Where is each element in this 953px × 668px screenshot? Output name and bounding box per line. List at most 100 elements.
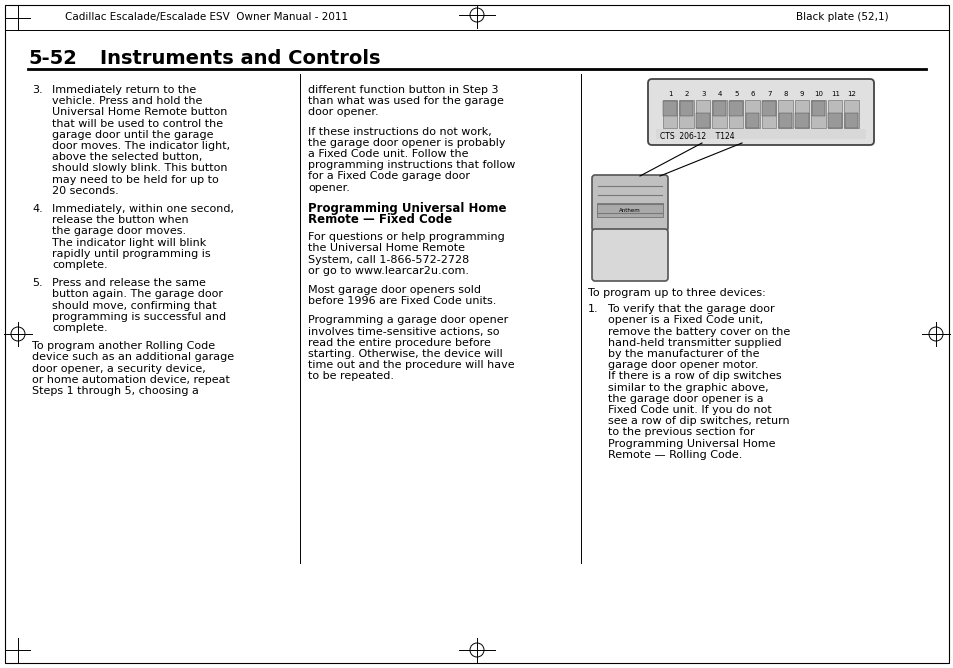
Text: or home automation device, repeat: or home automation device, repeat — [32, 375, 230, 385]
Text: 6: 6 — [750, 91, 754, 97]
Text: Black plate (52,1): Black plate (52,1) — [796, 12, 888, 22]
Text: remove the battery cover on the: remove the battery cover on the — [607, 327, 789, 337]
Text: Fixed Code unit. If you do not: Fixed Code unit. If you do not — [607, 405, 771, 415]
Text: If there is a row of dip switches: If there is a row of dip switches — [607, 371, 781, 381]
Text: see a row of dip switches, return: see a row of dip switches, return — [607, 416, 789, 426]
Bar — [795, 114, 808, 128]
Bar — [779, 114, 792, 128]
FancyBboxPatch shape — [647, 79, 873, 145]
Text: a Fixed Code unit. Follow the: a Fixed Code unit. Follow the — [308, 149, 468, 159]
Bar — [827, 100, 841, 128]
Text: 4: 4 — [717, 91, 721, 97]
Text: read the entire procedure before: read the entire procedure before — [308, 338, 491, 348]
Text: Anthem: Anthem — [618, 208, 640, 212]
Text: Instruments and Controls: Instruments and Controls — [100, 49, 380, 67]
Text: Programming Universal Home: Programming Universal Home — [308, 202, 506, 215]
Bar — [712, 101, 726, 116]
Text: 5.: 5. — [32, 278, 43, 288]
Bar — [712, 100, 726, 128]
Text: may need to be held for up to: may need to be held for up to — [52, 174, 218, 184]
Text: hand-held transmitter supplied: hand-held transmitter supplied — [607, 338, 781, 348]
Text: button again. The garage door: button again. The garage door — [52, 289, 223, 299]
Text: starting. Otherwise, the device will: starting. Otherwise, the device will — [308, 349, 502, 359]
Text: programming instructions that follow: programming instructions that follow — [308, 160, 515, 170]
Text: To program another Rolling Code: To program another Rolling Code — [32, 341, 214, 351]
Text: 1.: 1. — [587, 304, 598, 314]
Bar — [794, 100, 809, 128]
Text: For questions or help programming: For questions or help programming — [308, 232, 504, 242]
Text: above the selected button,: above the selected button, — [52, 152, 202, 162]
Text: 11: 11 — [830, 91, 839, 97]
Text: Immediately return to the: Immediately return to the — [52, 85, 196, 95]
Text: 3: 3 — [700, 91, 705, 97]
Text: time out and the procedure will have: time out and the procedure will have — [308, 360, 514, 370]
Bar — [844, 114, 858, 128]
Bar — [761, 101, 775, 116]
Text: 20 seconds.: 20 seconds. — [52, 186, 118, 196]
Bar — [811, 101, 824, 116]
Bar — [744, 100, 760, 128]
Bar — [679, 100, 693, 128]
Text: The indicator light will blink: The indicator light will blink — [52, 238, 206, 248]
Bar — [811, 100, 825, 128]
Text: should slowly blink. This button: should slowly blink. This button — [52, 164, 227, 174]
Text: the garage door moves.: the garage door moves. — [52, 226, 186, 236]
FancyBboxPatch shape — [592, 175, 667, 231]
Text: the garage door opener is probably: the garage door opener is probably — [308, 138, 505, 148]
Text: opener is a Fixed Code unit,: opener is a Fixed Code unit, — [607, 315, 762, 325]
Text: complete.: complete. — [52, 260, 108, 270]
Text: than what was used for the garage: than what was used for the garage — [308, 96, 503, 106]
Text: door opener, a security device,: door opener, a security device, — [32, 363, 206, 373]
Bar — [729, 101, 742, 116]
Text: door moves. The indicator light,: door moves. The indicator light, — [52, 141, 230, 151]
Bar — [778, 100, 792, 128]
Text: Cadillac Escalade/Escalade ESV  Owner Manual - 2011: Cadillac Escalade/Escalade ESV Owner Man… — [65, 12, 348, 22]
Text: CTS  206-12    T124: CTS 206-12 T124 — [659, 132, 734, 141]
Text: garage door opener motor.: garage door opener motor. — [607, 360, 758, 370]
Text: or go to www.learcar2u.com.: or go to www.learcar2u.com. — [308, 266, 469, 276]
Text: System, call 1-866-572-2728: System, call 1-866-572-2728 — [308, 255, 469, 265]
Bar — [761, 100, 776, 128]
Text: door opener.: door opener. — [308, 108, 378, 118]
Bar — [827, 114, 841, 128]
Text: Programming a garage door opener: Programming a garage door opener — [308, 315, 508, 325]
Bar — [843, 100, 858, 128]
Text: before 1996 are Fixed Code units.: before 1996 are Fixed Code units. — [308, 296, 496, 306]
Text: 8: 8 — [782, 91, 787, 97]
Text: similar to the graphic above,: similar to the graphic above, — [607, 383, 768, 393]
Bar — [745, 114, 759, 128]
Bar — [662, 101, 677, 116]
Text: 1: 1 — [667, 91, 672, 97]
Text: should move, confirming that: should move, confirming that — [52, 301, 216, 311]
Text: Programming Universal Home: Programming Universal Home — [607, 439, 775, 449]
Text: involves time-sensitive actions, so: involves time-sensitive actions, so — [308, 327, 499, 337]
Text: Steps 1 through 5, choosing a: Steps 1 through 5, choosing a — [32, 386, 198, 396]
Text: 10: 10 — [814, 91, 822, 97]
Text: Universal Home Remote button: Universal Home Remote button — [52, 108, 227, 118]
Text: the Universal Home Remote: the Universal Home Remote — [308, 243, 464, 253]
Text: To verify that the garage door: To verify that the garage door — [607, 304, 774, 314]
Text: 12: 12 — [846, 91, 855, 97]
Text: to the previous section for: to the previous section for — [607, 428, 754, 438]
Text: the garage door opener is a: the garage door opener is a — [607, 394, 762, 403]
Text: Immediately, within one second,: Immediately, within one second, — [52, 204, 233, 214]
Bar — [728, 100, 742, 128]
Text: release the button when: release the button when — [52, 215, 189, 225]
FancyBboxPatch shape — [597, 203, 662, 217]
Text: different function button in Step 3: different function button in Step 3 — [308, 85, 498, 95]
FancyBboxPatch shape — [592, 229, 667, 281]
Bar — [696, 100, 710, 128]
Text: 5: 5 — [733, 91, 738, 97]
Text: programming is successful and: programming is successful and — [52, 312, 226, 322]
Text: Press and release the same: Press and release the same — [52, 278, 206, 288]
Text: Remote — Fixed Code: Remote — Fixed Code — [308, 213, 452, 226]
Text: 3.: 3. — [32, 85, 43, 95]
Text: rapidly until programming is: rapidly until programming is — [52, 248, 211, 259]
Text: 2: 2 — [684, 91, 688, 97]
Bar — [696, 114, 709, 128]
Text: vehicle. Press and hold the: vehicle. Press and hold the — [52, 96, 202, 106]
Text: that will be used to control the: that will be used to control the — [52, 119, 223, 129]
Bar — [662, 100, 677, 128]
Text: by the manufacturer of the: by the manufacturer of the — [607, 349, 759, 359]
Text: opener.: opener. — [308, 182, 350, 192]
